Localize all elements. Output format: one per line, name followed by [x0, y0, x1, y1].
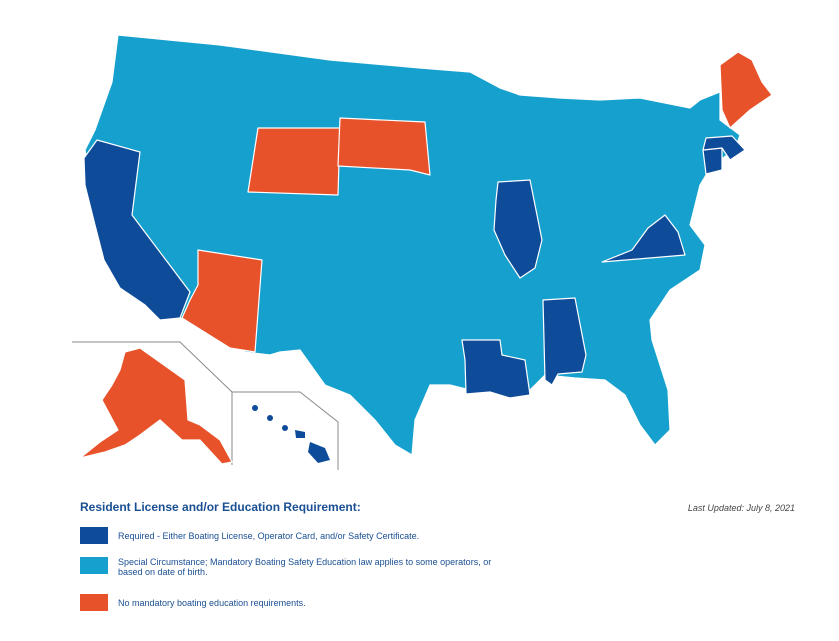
- state-illinois: [493, 179, 543, 279]
- swatch-special: [80, 557, 108, 574]
- state-hawaii: [252, 405, 330, 463]
- state-maine: [719, 51, 773, 129]
- legend-item-required: Required - Either Boating License, Opera…: [80, 527, 419, 544]
- state-arizona: [181, 249, 263, 353]
- state-south-dakota: [337, 117, 431, 176]
- hawaii-inset-border: [232, 391, 339, 470]
- state-massachusetts: [702, 135, 746, 161]
- legend-label-required: Required - Either Boating License, Opera…: [118, 531, 420, 541]
- last-updated: Last Updated: July 8, 2021: [687, 503, 795, 513]
- state-connecticut: [702, 147, 723, 175]
- state-california: [83, 139, 191, 321]
- alaska-inset-border: [72, 341, 233, 465]
- legend-label-none: No mandatory boating education requireme…: [118, 598, 306, 608]
- legend-item-special: Special Circumstance; Mandatory Boating …: [80, 557, 508, 577]
- legend-title: Resident License and/or Education Requir…: [80, 500, 361, 514]
- swatch-none: [80, 594, 108, 611]
- state-louisiana: [461, 339, 531, 399]
- state-alabama: [542, 297, 587, 386]
- us-boating-requirement-map: [72, 34, 773, 470]
- legend-label-special: Special Circumstance; Mandatory Boating …: [118, 557, 492, 577]
- legend-item-none: No mandatory boating education requireme…: [80, 594, 306, 611]
- state-alaska: [79, 347, 233, 465]
- state-virginia: [601, 214, 686, 263]
- state-wyoming: [247, 127, 341, 196]
- swatch-required: [80, 527, 108, 544]
